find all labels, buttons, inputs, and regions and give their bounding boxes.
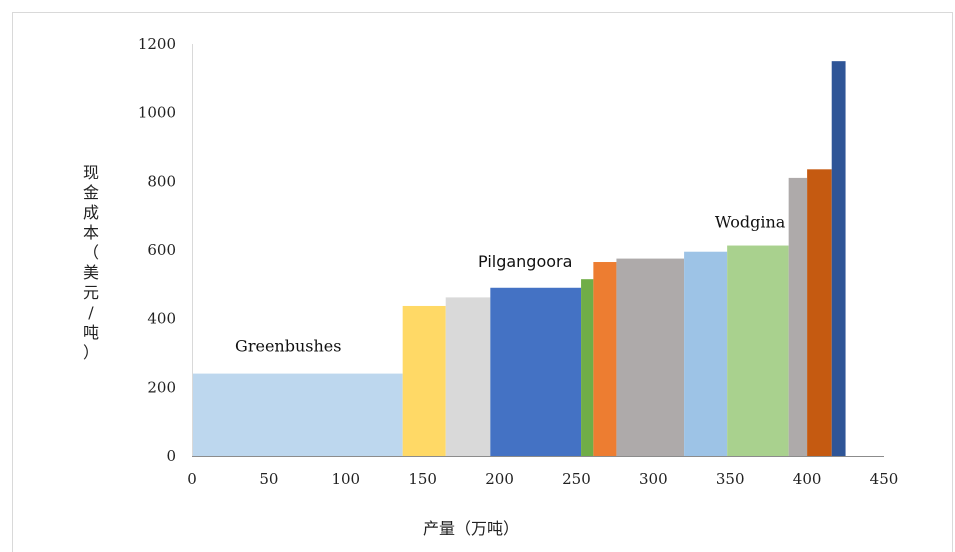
x-tick-label: 100 xyxy=(331,470,360,488)
bar-11 xyxy=(807,169,832,457)
bar-3 xyxy=(445,297,491,456)
y-tick-label: 400 xyxy=(147,310,176,328)
bar-annotations: Greenbushes Pilgangoora Wodgina xyxy=(235,213,786,356)
y-tick-label: 200 xyxy=(147,378,176,396)
annotation-label: Pilgangoora xyxy=(478,252,572,271)
x-tick-label: 450 xyxy=(870,470,899,488)
y-tick-label: 800 xyxy=(147,172,176,190)
x-axis-title: 产量（万吨） xyxy=(423,519,519,538)
x-tick-labels: 0 50 100 150 200 250 300 350 400 450 xyxy=(187,470,898,488)
y-axis-title: 现金成本（美元/吨） xyxy=(83,163,99,362)
cost-curve-chart: 0 200 400 600 800 1000 1200 0 50 100 150 200 250 300… xyxy=(83,35,898,538)
y-tick-labels: 0 200 400 600 800 1000 1200 xyxy=(138,35,176,465)
bar-12 xyxy=(831,61,846,457)
x-tick-label: 300 xyxy=(639,470,668,488)
x-tick-label: 0 xyxy=(187,470,197,488)
y-tick-label: 1200 xyxy=(138,35,176,53)
y-tick-label: 1000 xyxy=(138,104,176,122)
bar-5 xyxy=(581,279,594,456)
bar-7 xyxy=(616,258,685,456)
annotation-label: Wodgina xyxy=(715,213,786,232)
bars-layer xyxy=(192,61,846,457)
x-tick-label: 150 xyxy=(408,470,437,488)
chart-frame xyxy=(12,12,953,552)
bar-1 xyxy=(192,373,403,456)
bar-10 xyxy=(788,177,808,456)
x-tick-label: 250 xyxy=(562,470,591,488)
y-tick-label: 0 xyxy=(166,447,176,465)
bar-9 xyxy=(727,245,789,456)
bar-2 xyxy=(402,305,446,456)
y-tick-label: 600 xyxy=(147,241,176,259)
x-tick-label: 400 xyxy=(793,470,822,488)
bar-6 xyxy=(593,262,617,456)
x-tick-label: 200 xyxy=(485,470,514,488)
x-tick-label: 50 xyxy=(259,470,278,488)
bar-8 xyxy=(684,251,728,456)
x-tick-label: 350 xyxy=(716,470,745,488)
annotation-label: Greenbushes xyxy=(235,336,341,355)
bar-4 xyxy=(490,287,582,456)
